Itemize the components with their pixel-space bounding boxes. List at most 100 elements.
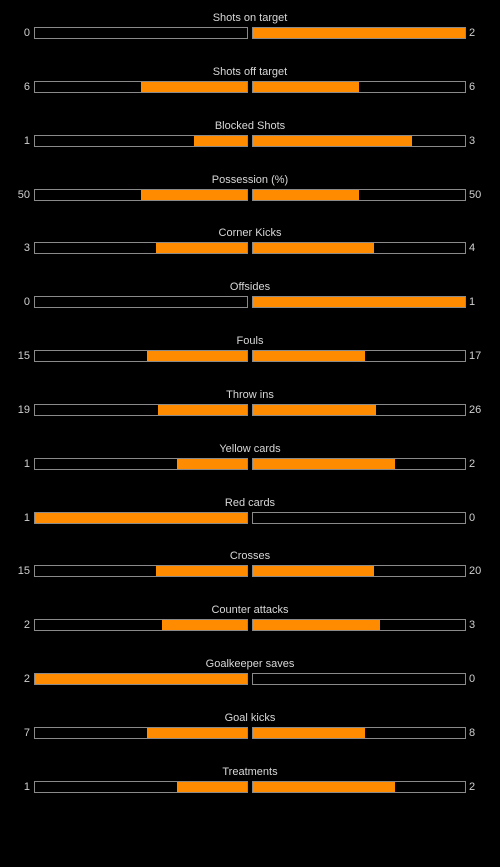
away-bar-fill xyxy=(253,458,396,469)
away-value: 50 xyxy=(469,188,482,201)
home-value: 3 xyxy=(23,242,30,255)
away-bar xyxy=(252,296,466,309)
away-value: 26 xyxy=(469,403,482,416)
home-bar xyxy=(34,242,248,255)
stat-label: Yellow cards xyxy=(219,442,281,455)
stat-row: Corner Kicks 3 4 xyxy=(0,225,500,279)
away-bar-fill xyxy=(253,727,366,738)
stat-label: Possession (%) xyxy=(211,173,289,186)
away-bar-fill xyxy=(253,28,465,38)
away-bar-fill xyxy=(253,404,376,415)
away-bar xyxy=(252,80,466,93)
home-bar-fill xyxy=(141,189,247,200)
home-value: 1 xyxy=(23,134,30,147)
home-bar xyxy=(34,726,248,739)
away-bar-fill xyxy=(253,81,359,92)
home-value: 1 xyxy=(23,511,30,524)
away-bar xyxy=(252,726,466,739)
stat-label: Goal kicks xyxy=(224,711,276,724)
home-bar-fill xyxy=(157,404,247,415)
home-value: 6 xyxy=(23,80,30,93)
away-value: 2 xyxy=(469,457,476,470)
home-bar-fill xyxy=(35,512,247,523)
home-bar xyxy=(34,565,248,578)
home-value: 1 xyxy=(23,780,30,793)
away-bar-fill xyxy=(253,620,381,631)
home-bar xyxy=(34,80,248,93)
away-value: 1 xyxy=(469,296,476,309)
stat-label: Blocked Shots xyxy=(214,119,286,132)
away-bar-fill xyxy=(253,243,374,254)
home-bar xyxy=(34,350,248,363)
stat-row: Yellow cards 1 2 xyxy=(0,441,500,495)
home-bar-fill xyxy=(35,674,247,685)
away-value: 6 xyxy=(469,80,476,93)
home-value: 7 xyxy=(23,726,30,739)
stat-row: Blocked Shots 1 3 xyxy=(0,118,500,172)
home-bar-fill xyxy=(147,351,247,362)
away-value: 2 xyxy=(469,27,476,39)
home-bar xyxy=(34,403,248,416)
away-bar-fill xyxy=(253,351,366,362)
stat-label: Counter attacks xyxy=(211,604,289,617)
away-bar-fill xyxy=(253,135,412,146)
home-bar-fill xyxy=(155,566,247,577)
home-bar-fill xyxy=(147,727,247,738)
away-bar xyxy=(252,350,466,363)
stat-label: Red cards xyxy=(224,496,276,509)
home-bar-fill xyxy=(194,135,247,146)
stat-row: Red cards 1 0 xyxy=(0,495,500,549)
stat-row: Fouls 15 17 xyxy=(0,333,500,387)
stat-label: Shots off target xyxy=(212,65,288,78)
away-bar xyxy=(252,27,466,39)
home-bar xyxy=(34,296,248,309)
away-bar xyxy=(252,188,466,201)
away-bar-fill xyxy=(253,297,465,308)
home-bar xyxy=(34,619,248,632)
stat-row: Shots off target 6 6 xyxy=(0,64,500,118)
stat-label: Treatments xyxy=(222,765,278,778)
away-bar xyxy=(252,511,466,524)
stat-row: Treatments 1 2 xyxy=(0,764,500,818)
home-bar-fill xyxy=(141,81,247,92)
home-value: 1 xyxy=(23,457,30,470)
stat-row: Possession (%) 50 50 xyxy=(0,172,500,226)
home-bar xyxy=(34,134,248,147)
stat-label: Crosses xyxy=(229,550,271,563)
home-bar xyxy=(34,780,248,793)
away-bar xyxy=(252,242,466,255)
stat-row: Throw ins 19 26 xyxy=(0,387,500,441)
home-value: 0 xyxy=(23,27,30,39)
away-value: 4 xyxy=(469,242,476,255)
stat-label: Goalkeeper saves xyxy=(205,658,295,671)
away-bar xyxy=(252,403,466,416)
match-stats-list: Shots on target 0 2 Shots off target 6 6 Block… xyxy=(0,10,500,818)
stat-row: Counter attacks 2 3 xyxy=(0,602,500,656)
home-value: 19 xyxy=(17,403,30,416)
away-bar-fill xyxy=(253,566,374,577)
stat-row: Shots on target 0 2 xyxy=(0,10,500,64)
away-bar xyxy=(252,673,466,686)
stat-row: Goalkeeper saves 2 0 xyxy=(0,656,500,710)
away-bar xyxy=(252,619,466,632)
stat-label: Corner Kicks xyxy=(218,227,282,240)
away-bar xyxy=(252,134,466,147)
away-value: 17 xyxy=(469,350,482,363)
stat-label: Offsides xyxy=(229,281,271,294)
away-value: 2 xyxy=(469,780,476,793)
stat-label: Fouls xyxy=(236,335,264,348)
stat-row: Offsides 0 1 xyxy=(0,279,500,333)
away-bar-fill xyxy=(253,189,359,200)
away-bar xyxy=(252,565,466,578)
home-bar xyxy=(34,27,248,39)
away-value: 0 xyxy=(469,673,476,686)
home-value: 15 xyxy=(17,350,30,363)
home-value: 50 xyxy=(17,188,30,201)
away-value: 3 xyxy=(469,134,476,147)
away-value: 8 xyxy=(469,726,476,739)
home-value: 0 xyxy=(23,296,30,309)
away-bar xyxy=(252,457,466,470)
home-bar xyxy=(34,188,248,201)
away-value: 3 xyxy=(469,619,476,632)
home-bar-fill xyxy=(155,243,247,254)
